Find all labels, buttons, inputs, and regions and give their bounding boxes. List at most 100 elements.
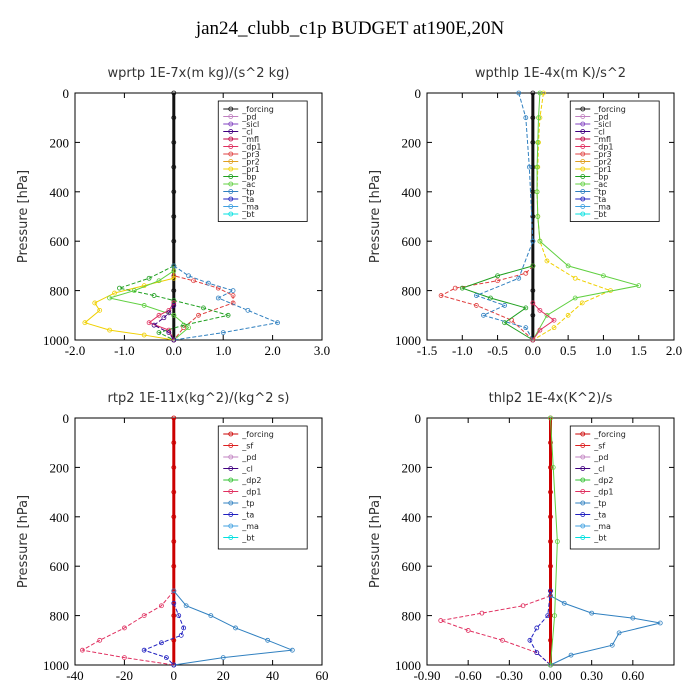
- legend-marker: [580, 121, 586, 127]
- legend-label: _cl: [593, 128, 605, 137]
- legend-label: _cl: [241, 128, 253, 137]
- series-point-ac: [537, 238, 543, 244]
- x-tick-label: -0.5: [487, 343, 508, 358]
- legend-marker: [580, 431, 586, 437]
- series-point-tp: [171, 263, 177, 269]
- legend-marker: [580, 466, 586, 471]
- x-tick-label: 0.30: [580, 668, 603, 683]
- legend-marker: [580, 512, 586, 517]
- legend-marker: [580, 166, 586, 172]
- series-point-pr3: [452, 285, 458, 291]
- legend-marker: [228, 443, 234, 448]
- series-line-cl: [153, 305, 175, 341]
- x-tick-label: 2.0: [666, 343, 682, 358]
- legend-marker: [580, 500, 586, 506]
- series-point-pr1: [92, 300, 98, 306]
- x-tick-label: 1.0: [595, 343, 611, 358]
- legend-label: _bt: [593, 534, 606, 543]
- series-line-dp1: [80, 590, 175, 666]
- legend-label: _mfl: [593, 135, 611, 144]
- legend-label: _pr1: [593, 165, 611, 174]
- legend-marker: [228, 151, 234, 157]
- y-tick-label: 200: [402, 460, 422, 475]
- series-point-ta: [176, 613, 182, 618]
- series-point-tp: [220, 330, 226, 335]
- series-point-forcing: [171, 238, 177, 244]
- legend-label: _sicl: [241, 120, 259, 129]
- y-tick-label: 400: [50, 510, 70, 525]
- series-point-forcing: [548, 489, 553, 495]
- legend-marker: [580, 181, 586, 187]
- legend-label: _ta: [593, 195, 606, 204]
- series-point-ta: [527, 637, 533, 643]
- series-line-pr3: [439, 265, 534, 341]
- legend-label: _tp: [593, 499, 606, 508]
- legend-marker: [580, 211, 586, 217]
- series-point-bp: [523, 305, 529, 311]
- series-point-forcing: [171, 464, 177, 470]
- series-point-bp: [117, 285, 122, 291]
- legend-box: [217, 425, 308, 550]
- series-point-pr1: [544, 258, 550, 264]
- legend-marker: [580, 196, 586, 202]
- series-point-bp: [530, 263, 536, 269]
- series-point-tp: [561, 600, 567, 606]
- series-point-tp: [630, 615, 636, 621]
- y-axis-label: Pressure [hPa]: [16, 495, 31, 588]
- series-point-dp1: [520, 603, 526, 609]
- series-point-pr3: [196, 312, 201, 318]
- legend-marker: [228, 189, 234, 194]
- series-point-bp: [151, 293, 157, 298]
- series-point-forcing: [548, 563, 553, 569]
- series-point-ta: [545, 613, 551, 618]
- series-point-ac: [550, 464, 556, 470]
- legend-label: _ac: [593, 180, 607, 189]
- series-point-pr1: [572, 275, 578, 281]
- legend-label: _sf: [593, 442, 605, 451]
- panel-title: thlp2 1E-4x(K^2)/s: [489, 391, 613, 406]
- y-tick-label: 600: [50, 234, 70, 249]
- x-tick-label: -0.30: [496, 668, 523, 683]
- series-point-forcing: [530, 312, 536, 318]
- legend-marker: [580, 523, 586, 529]
- series-point-ac: [544, 312, 550, 318]
- series-point-tp: [523, 325, 529, 331]
- series-point-tp: [473, 293, 479, 298]
- legend-marker: [580, 189, 586, 194]
- series-point-tp: [526, 164, 532, 170]
- legend-label: _mfl: [241, 135, 259, 144]
- series-line-tp: [173, 265, 280, 341]
- series-point-tp: [530, 238, 536, 244]
- legend-marker: [580, 204, 586, 209]
- series-point-tp: [186, 273, 192, 279]
- legend-marker: [580, 106, 586, 112]
- series-point-ac: [535, 139, 541, 145]
- legend-label: _pr3: [593, 150, 611, 159]
- legend-label: _pd: [593, 453, 608, 462]
- legend-marker: [228, 136, 234, 142]
- series-point-dp1: [537, 327, 543, 333]
- series-point-dp1: [530, 337, 536, 343]
- series-point-tp: [205, 280, 211, 286]
- series-point-ac: [601, 273, 606, 279]
- legend-label: _bt: [241, 210, 254, 219]
- legend-marker: [228, 477, 234, 483]
- series-point-pr3: [191, 278, 196, 284]
- series-point-tp: [481, 312, 486, 318]
- x-tick-label: -40: [66, 668, 83, 683]
- series-point-forcing: [530, 90, 536, 96]
- y-tick-label: 400: [50, 185, 70, 200]
- series-point-cl: [151, 322, 157, 328]
- series-point-dp1: [438, 618, 444, 623]
- series-point-forcing: [171, 415, 177, 421]
- series-point-dp1: [141, 613, 147, 618]
- x-tick-label: -0.90: [413, 668, 440, 683]
- y-tick-label: 200: [50, 460, 70, 475]
- x-tick-label: -2.0: [65, 343, 86, 358]
- series-point-tp: [523, 115, 529, 121]
- x-tick-label: 20: [217, 668, 230, 683]
- series-point-ac: [107, 295, 112, 301]
- series-point-forcing: [530, 115, 536, 121]
- series-point-ac: [186, 325, 192, 331]
- legend-label: _ta: [593, 511, 606, 520]
